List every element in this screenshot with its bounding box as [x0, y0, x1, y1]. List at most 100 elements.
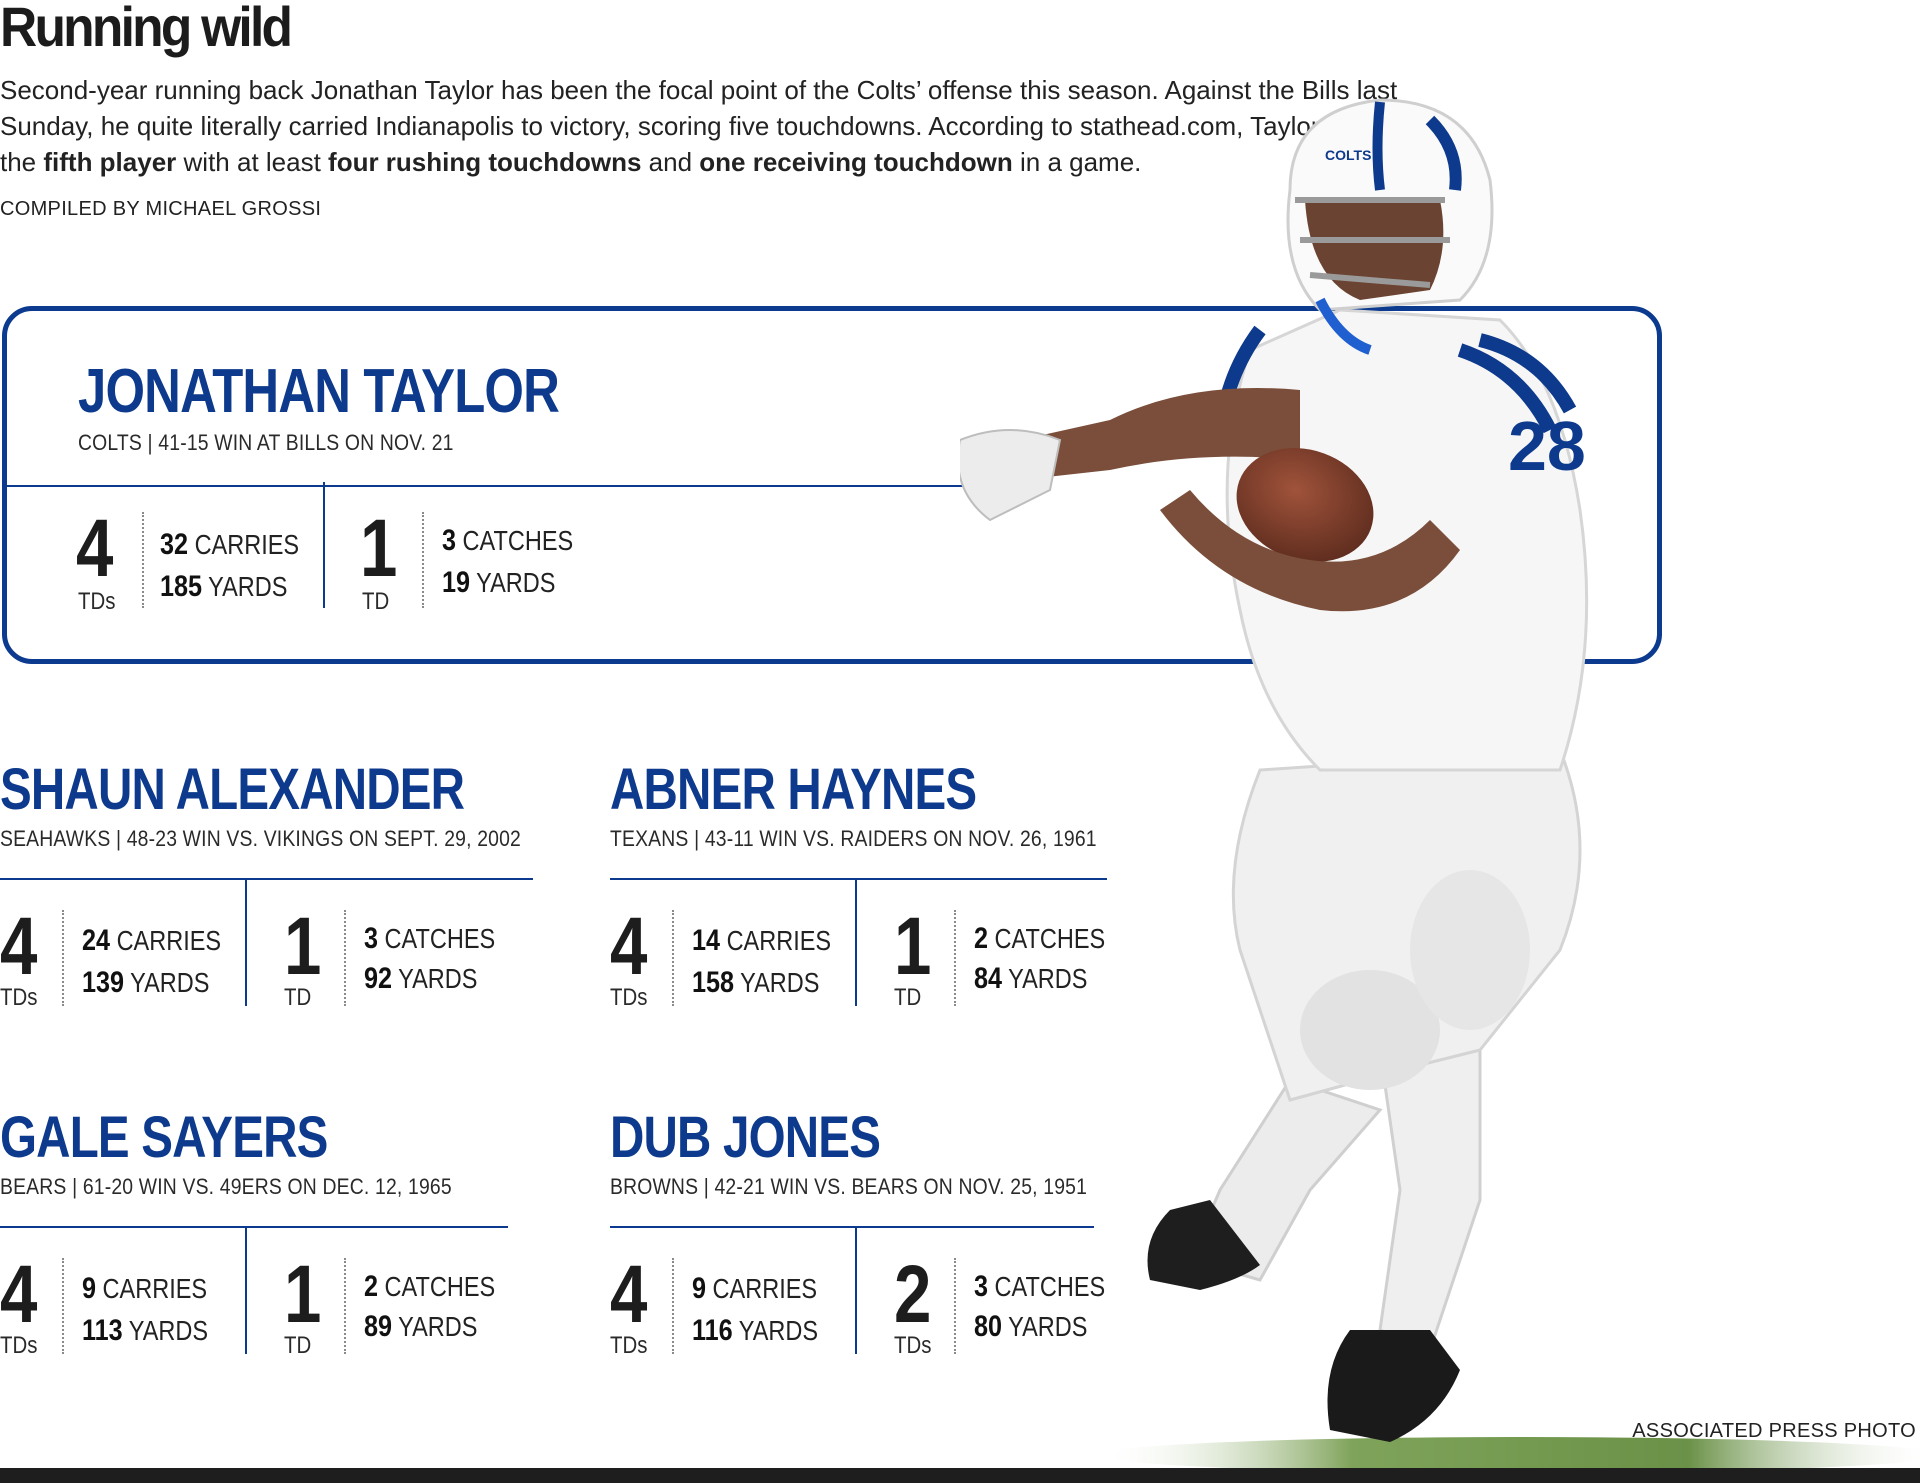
player-divider	[0, 1226, 508, 1228]
headline: Running wild	[0, 0, 293, 58]
rush-yards: 139 YARDS	[82, 966, 210, 999]
mouthguard	[1315, 297, 1372, 355]
shoulder-stripe	[1478, 333, 1577, 414]
horseshoe-logo	[1425, 115, 1462, 191]
rec-yards: 89 YARDS	[364, 1310, 478, 1343]
stat-dotted-divider	[672, 910, 674, 1006]
featured-player-card	[2, 306, 1662, 664]
shoulder-stripe	[1457, 343, 1557, 434]
rec-td-unit: TD	[284, 984, 312, 1011]
front-cleat	[1327, 1330, 1460, 1442]
face-mask	[1295, 197, 1450, 288]
stat-divider	[245, 880, 247, 1006]
card-divider	[7, 485, 1007, 487]
football	[1236, 448, 1374, 562]
back-leg	[1187, 1078, 1383, 1282]
stat-dotted-divider	[142, 512, 144, 608]
intro-text: in a game.	[1012, 147, 1142, 177]
player-game-info: BEARS | 61-20 WIN VS. 49ERS ON DEC. 12, …	[0, 1174, 452, 1199]
player-divider	[610, 878, 1107, 880]
carries: 9 CARRIES	[82, 1272, 208, 1305]
player-divider	[0, 878, 533, 880]
helmet-stripe	[1372, 101, 1385, 191]
rec-td-count: 1	[894, 901, 932, 992]
catches: 2 CATCHES	[364, 1270, 496, 1303]
rush-td-count: 4	[0, 1249, 38, 1340]
intro-emphasis-rushing: four rushing touchdowns	[328, 147, 642, 177]
back-cleat	[1147, 1200, 1260, 1290]
rush-td-unit: TDs	[610, 984, 648, 1011]
rec-td-unit: TD	[894, 984, 922, 1011]
thigh-pad	[1410, 870, 1530, 1030]
stat-dotted-divider	[672, 1258, 674, 1354]
catches: 3 CATCHES	[364, 922, 496, 955]
rec-yards: 92 YARDS	[364, 962, 478, 995]
stat-divider	[323, 482, 325, 608]
featured-rush-yards: 185 YARDS	[160, 570, 288, 603]
player-name: SHAUN ALEXANDER	[0, 757, 465, 822]
intro-text: and	[641, 147, 700, 177]
player-game-info: BROWNS | 42-21 WIN VS. BEARS ON NOV. 25,…	[610, 1174, 1088, 1199]
featured-player-name: JONATHAN TAYLOR	[78, 357, 560, 426]
stat-dotted-divider	[954, 910, 956, 1006]
jersey-number: 28	[1508, 407, 1586, 485]
rush-td-count: 4	[610, 1249, 648, 1340]
rush-yards: 116 YARDS	[692, 1314, 819, 1347]
stat-dotted-divider	[954, 1258, 956, 1354]
intro-emphasis-receiving: one receiving touchdown	[699, 147, 1013, 177]
player-name: ABNER HAYNES	[610, 757, 977, 822]
stat-dotted-divider	[62, 1258, 64, 1354]
featured-carries: 32 CARRIES	[160, 528, 300, 561]
featured-rec-td-count: 1	[360, 503, 398, 594]
player-name: GALE SAYERS	[0, 1105, 328, 1170]
stat-divider	[245, 1228, 247, 1354]
byline: COMPILED BY MICHAEL GROSSI	[0, 198, 322, 220]
rush-yards: 158 YARDS	[692, 966, 820, 999]
intro-text: Second-year running back Jonathan Taylor…	[0, 75, 1420, 177]
catches: 3 CATCHES	[974, 1270, 1106, 1303]
player-game-info: SEAHAWKS | 48-23 WIN VS. VIKINGS ON SEPT…	[0, 826, 521, 851]
stat-divider	[855, 1228, 857, 1354]
carries: 9 CARRIES	[692, 1272, 818, 1305]
carries: 24 CARRIES	[82, 924, 222, 957]
extended-arm	[1020, 388, 1300, 480]
featured-rush-td-unit: TDs	[78, 588, 116, 615]
carries: 14 CARRIES	[692, 924, 832, 957]
rush-td-count: 4	[0, 901, 38, 992]
stat-dotted-divider	[62, 910, 64, 1006]
player-name: DUB JONES	[610, 1105, 881, 1170]
rec-yards: 84 YARDS	[974, 962, 1088, 995]
helmet-text: COLTS	[1325, 147, 1371, 163]
player-game-info: TEXANS | 43-11 WIN VS. RAIDERS ON NOV. 2…	[610, 826, 1097, 851]
rec-td-count: 1	[284, 1249, 322, 1340]
stat-dotted-divider	[344, 910, 346, 1006]
rec-td-unit: TD	[284, 1332, 312, 1359]
rush-td-count: 4	[610, 901, 648, 992]
grass-patch	[1100, 1437, 1920, 1470]
glove	[960, 429, 1062, 522]
rush-yards: 113 YARDS	[82, 1314, 209, 1347]
running-back-photo: 28 COLTS	[960, 98, 1920, 1470]
featured-game-info: COLTS | 41-15 WIN AT BILLS ON NOV. 21	[78, 430, 454, 455]
intro-emphasis-fifth-player: fifth player	[43, 147, 177, 177]
rec-yards: 80 YARDS	[974, 1310, 1088, 1343]
stat-divider	[855, 880, 857, 1006]
rec-td-count: 2	[894, 1249, 932, 1340]
player-divider	[610, 1226, 1094, 1228]
stat-dotted-divider	[344, 1258, 346, 1354]
stat-dotted-divider	[422, 512, 424, 608]
intro-paragraph: Second-year running back Jonathan Taylor…	[0, 72, 1420, 180]
rush-td-unit: TDs	[610, 1332, 648, 1359]
rush-td-unit: TDs	[0, 1332, 38, 1359]
photo-credit: ASSOCIATED PRESS PHOTO	[1632, 1420, 1916, 1442]
featured-rush-td-count: 4	[76, 503, 114, 594]
intro-text: with at least	[176, 147, 329, 177]
catches: 2 CATCHES	[974, 922, 1106, 955]
rush-td-unit: TDs	[0, 984, 38, 1011]
knee-pad	[1300, 970, 1440, 1090]
featured-rec-yards: 19 YARDS	[442, 566, 556, 599]
rec-td-unit: TDs	[894, 1332, 932, 1359]
rec-td-count: 1	[284, 901, 322, 992]
featured-catches: 3 CATCHES	[442, 524, 574, 557]
bottom-bar	[0, 1468, 1920, 1483]
